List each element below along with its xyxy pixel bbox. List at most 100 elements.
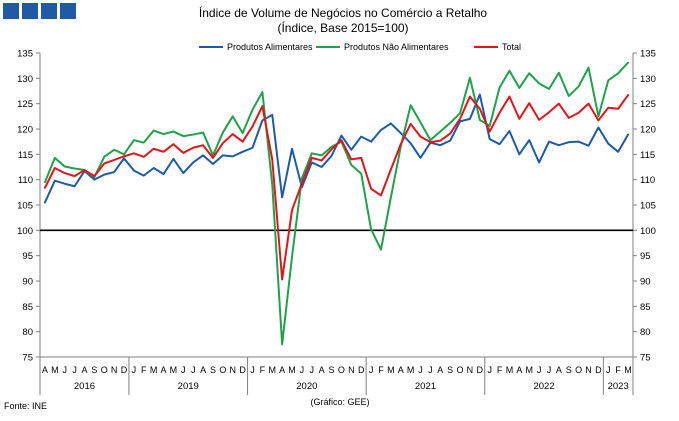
y-tick-label-right: 120: [640, 125, 656, 136]
logo-square-4: [60, 3, 76, 19]
legend-label: Total: [502, 42, 521, 52]
x-tick-label-month: J: [181, 365, 186, 375]
logo-square-3: [41, 3, 57, 19]
logo-square-2: [22, 3, 38, 19]
x-tick-label-month: A: [200, 365, 206, 375]
x-tick-label-month: A: [319, 365, 325, 375]
y-tick-label-left: 125: [17, 99, 33, 110]
x-tick-label-month: O: [219, 365, 226, 375]
y-tick-label-right: 90: [640, 277, 651, 288]
y-tick-label-right: 130: [640, 74, 656, 85]
x-tick-label-month: D: [121, 365, 128, 375]
y-tick-label-right: 85: [640, 302, 651, 313]
y-tick-label-right: 110: [640, 175, 655, 186]
x-tick-label-month: S: [210, 365, 216, 375]
x-tick-label-month: M: [624, 365, 632, 375]
y-tick-label-left: 80: [22, 327, 33, 338]
x-tick-label-month: M: [51, 365, 59, 375]
x-tick-label-month: S: [566, 365, 572, 375]
x-tick-label-month: D: [358, 365, 365, 375]
x-tick-label-year: 2021: [415, 381, 436, 392]
x-tick-label-month: J: [418, 365, 423, 375]
x-tick-label-month: M: [150, 365, 158, 375]
x-tick-label-year: 2016: [74, 381, 95, 392]
x-tick-label-month: N: [111, 365, 118, 375]
x-tick-label-month: F: [378, 365, 384, 375]
x-tick-label-month: M: [407, 365, 415, 375]
x-tick-label-month: J: [487, 365, 492, 375]
x-tick-label-month: J: [537, 365, 542, 375]
y-tick-label-left: 120: [17, 125, 33, 136]
y-tick-label-right: 80: [640, 327, 651, 338]
chart-title: Índice de Volume de Negócios no Comércio…: [199, 5, 487, 20]
x-tick-label-month: J: [547, 365, 552, 375]
x-tick-label-month: A: [42, 365, 48, 375]
y-tick-label-right: 105: [640, 201, 656, 212]
chart-subtitle: (Índice, Base 2015=100): [277, 20, 408, 35]
x-tick-label-month: S: [91, 365, 97, 375]
x-tick-label-month: N: [348, 365, 355, 375]
chart-axes: 75 75 80 80 85 85 90 90 95 95 100 100 105 105 110 110 11…: [17, 49, 656, 364]
x-tick-label-month: F: [615, 365, 621, 375]
series-line-3: [43, 94, 630, 281]
x-tick-label-month: A: [516, 365, 522, 375]
x-tick-label-month: N: [467, 365, 474, 375]
x-tick-label-month: J: [191, 365, 196, 375]
y-tick-label-right: 95: [640, 251, 651, 262]
chart-series: [43, 61, 630, 346]
x-tick-label-month: O: [101, 365, 108, 375]
x-tick-label-month: M: [506, 365, 514, 375]
y-tick-label-left: 90: [22, 277, 33, 288]
series-line-1: [43, 93, 630, 204]
x-tick-label-month: J: [606, 365, 611, 375]
x-tick-label-month: F: [141, 365, 147, 375]
x-tick-label-month: O: [575, 365, 582, 375]
y-tick-label-left: 135: [17, 49, 33, 60]
legend-label: Produtos Alimentares: [227, 42, 313, 52]
x-tick-label-year: 2019: [178, 381, 199, 392]
x-tick-label-month: J: [62, 365, 67, 375]
x-tick-label-month: J: [300, 365, 305, 375]
x-tick-label-month: O: [338, 365, 345, 375]
x-tick-label-month: F: [497, 365, 503, 375]
y-tick-label-right: 100: [640, 226, 656, 237]
x-tick-label-year: 2022: [533, 381, 554, 392]
y-tick-label-left: 115: [18, 150, 33, 161]
x-tick-label-month: A: [437, 365, 443, 375]
y-tick-label-left: 75: [22, 353, 33, 364]
x-tick-label-month: J: [428, 365, 433, 375]
x-tick-label-month: M: [288, 365, 296, 375]
x-tick-label-month: A: [398, 365, 404, 375]
y-tick-label-right: 75: [640, 353, 651, 364]
chart-credit: (Gráfico: GEE): [310, 397, 369, 407]
y-tick-label-left: 100: [17, 226, 33, 237]
x-tick-label-month: A: [161, 365, 167, 375]
x-tick-label-month: J: [369, 365, 374, 375]
series-line-2: [43, 61, 630, 346]
legend-label: Produtos Não Alimentares: [344, 42, 449, 52]
x-tick-label-month: N: [229, 365, 236, 375]
x-tick-label-month: F: [260, 365, 266, 375]
x-tick-label-month: O: [457, 365, 464, 375]
y-tick-label-right: 125: [640, 99, 656, 110]
x-tick-label-month: D: [595, 365, 602, 375]
x-tick-label-month: N: [585, 365, 592, 375]
x-tick-label-year: 2020: [296, 381, 317, 392]
x-tick-label-month: S: [329, 365, 335, 375]
logo-square-1: [3, 3, 19, 19]
x-tick-label-month: M: [170, 365, 178, 375]
source-note: Fonte: INE: [4, 401, 47, 411]
chart-legend: Produtos Alimentares Produtos Não Aliment…: [199, 42, 521, 52]
x-tick-label-month: J: [250, 365, 255, 375]
y-tick-label-left: 105: [17, 201, 33, 212]
x-tick-label-year: 2023: [608, 381, 629, 392]
y-tick-label-left: 130: [17, 74, 33, 85]
x-tick-label-month: M: [269, 365, 277, 375]
y-tick-label-right: 135: [640, 49, 656, 60]
x-tick-label-month: J: [310, 365, 315, 375]
x-tick-label-month: M: [387, 365, 395, 375]
y-tick-label-left: 85: [22, 302, 33, 313]
